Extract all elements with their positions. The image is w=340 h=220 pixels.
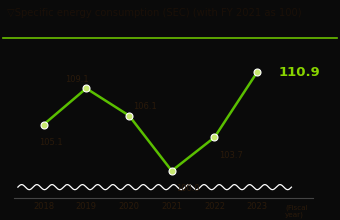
Text: 106.1: 106.1 <box>133 102 157 111</box>
Text: 109.1: 109.1 <box>65 75 88 84</box>
Text: 100.0: 100.0 <box>176 184 200 193</box>
Text: (Fiscal
year): (Fiscal year) <box>285 204 308 218</box>
Text: 105.1: 105.1 <box>39 138 63 147</box>
Text: 103.7: 103.7 <box>219 151 243 160</box>
Text: 110.9: 110.9 <box>278 66 320 79</box>
Text: ▽Specific energy consumption (SEC) (with FY 2021 as 100): ▽Specific energy consumption (SEC) (with… <box>7 8 302 18</box>
